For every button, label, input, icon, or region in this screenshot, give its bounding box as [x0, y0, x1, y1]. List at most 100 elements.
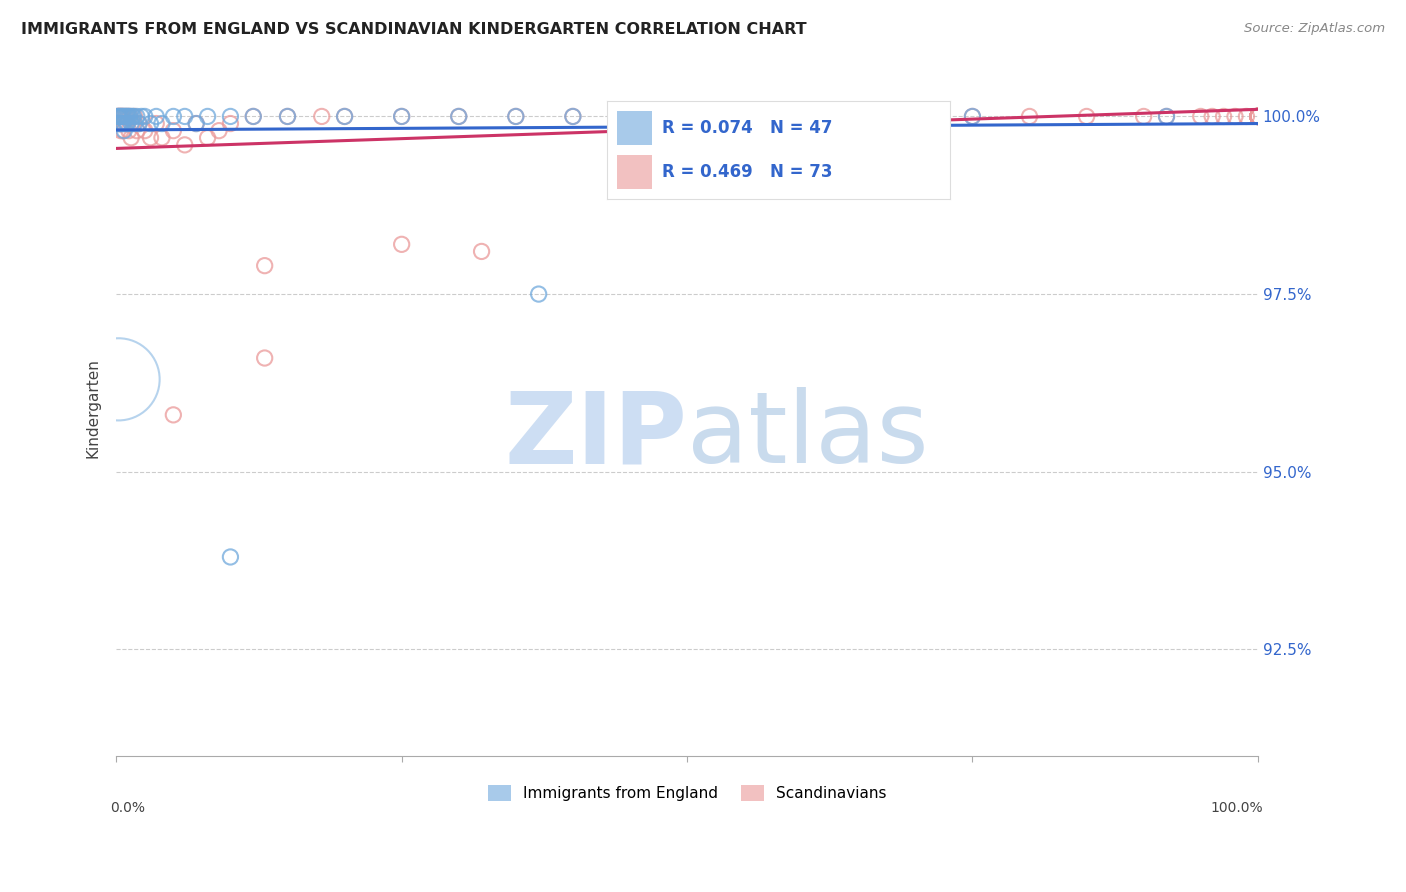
Point [118, 110, 141, 124]
Point [114, 110, 136, 124]
Point [124, 117, 146, 131]
Point [124, 110, 146, 124]
Point [145, 117, 167, 131]
Point [1018, 110, 1040, 124]
Point [139, 130, 162, 145]
Point [219, 110, 242, 124]
Point [1236, 110, 1258, 124]
Point [108, 117, 131, 131]
Point [107, 110, 129, 124]
Point [447, 110, 470, 124]
Point [107, 110, 129, 124]
Point [145, 110, 167, 124]
Point [1247, 110, 1270, 124]
Point [115, 110, 138, 124]
Text: Source: ZipAtlas.com: Source: ZipAtlas.com [1244, 22, 1385, 36]
Point [561, 110, 583, 124]
Point [1247, 110, 1270, 124]
Point [1247, 110, 1270, 124]
Point [1189, 110, 1212, 124]
Point [1247, 110, 1270, 124]
Text: IMMIGRANTS FROM ENGLAND VS SCANDINAVIAN KINDERGARTEN CORRELATION CHART: IMMIGRANTS FROM ENGLAND VS SCANDINAVIAN … [21, 22, 807, 37]
Point [1132, 110, 1154, 124]
Point [1247, 110, 1270, 124]
Point [108, 110, 131, 124]
Point [242, 110, 264, 124]
Point [1247, 110, 1270, 124]
Point [276, 110, 298, 124]
Point [125, 110, 148, 124]
Point [391, 110, 413, 124]
Point [112, 110, 135, 124]
Point [112, 110, 135, 124]
Point [1212, 110, 1234, 124]
Y-axis label: Kindergarten: Kindergarten [86, 358, 100, 458]
Point [447, 110, 470, 124]
Point [118, 110, 141, 124]
Point [186, 117, 208, 131]
Point [962, 110, 984, 124]
Point [111, 110, 134, 124]
Point [333, 110, 356, 124]
Point [117, 110, 139, 124]
Point [197, 110, 219, 124]
Point [162, 408, 184, 422]
Point [1247, 110, 1270, 124]
Point [1247, 110, 1270, 124]
Text: atlas: atlas [688, 387, 929, 484]
Point [107, 110, 129, 124]
Point [208, 123, 231, 137]
Point [471, 244, 494, 259]
Point [112, 123, 135, 137]
Point [1247, 110, 1270, 124]
Point [1247, 110, 1270, 124]
Point [1247, 110, 1270, 124]
Point [219, 117, 242, 131]
Point [112, 117, 135, 131]
Point [107, 117, 129, 131]
Point [115, 117, 138, 131]
Point [107, 117, 129, 131]
Point [122, 110, 145, 124]
Point [114, 110, 136, 124]
Point [790, 110, 813, 124]
Point [391, 237, 413, 252]
Point [150, 130, 173, 145]
Point [1247, 110, 1270, 124]
Point [111, 117, 134, 131]
Point [333, 110, 356, 124]
Point [125, 123, 148, 137]
Point [118, 123, 141, 137]
Point [121, 110, 143, 124]
Point [128, 117, 150, 131]
Point [253, 351, 276, 365]
Point [311, 110, 333, 124]
Point [253, 259, 276, 273]
Point [1247, 110, 1270, 124]
Point [1247, 110, 1270, 124]
Point [150, 117, 173, 131]
Point [1076, 110, 1098, 124]
Text: 100.0%: 100.0% [1211, 801, 1264, 815]
Point [108, 110, 131, 124]
Point [186, 117, 208, 131]
Point [391, 110, 413, 124]
Point [1156, 110, 1178, 124]
Point [107, 372, 129, 386]
Point [505, 110, 527, 124]
Point [112, 110, 135, 124]
Point [962, 110, 984, 124]
Point [112, 123, 135, 137]
Point [1201, 110, 1223, 124]
Point [561, 110, 583, 124]
Point [676, 110, 699, 124]
Point [197, 130, 219, 145]
Point [110, 123, 132, 137]
Point [122, 117, 145, 131]
Point [1223, 110, 1246, 124]
Point [111, 110, 134, 124]
Point [846, 110, 869, 124]
Point [118, 110, 141, 124]
Legend: Immigrants from England, Scandinavians: Immigrants from England, Scandinavians [482, 780, 893, 807]
Point [115, 117, 138, 131]
